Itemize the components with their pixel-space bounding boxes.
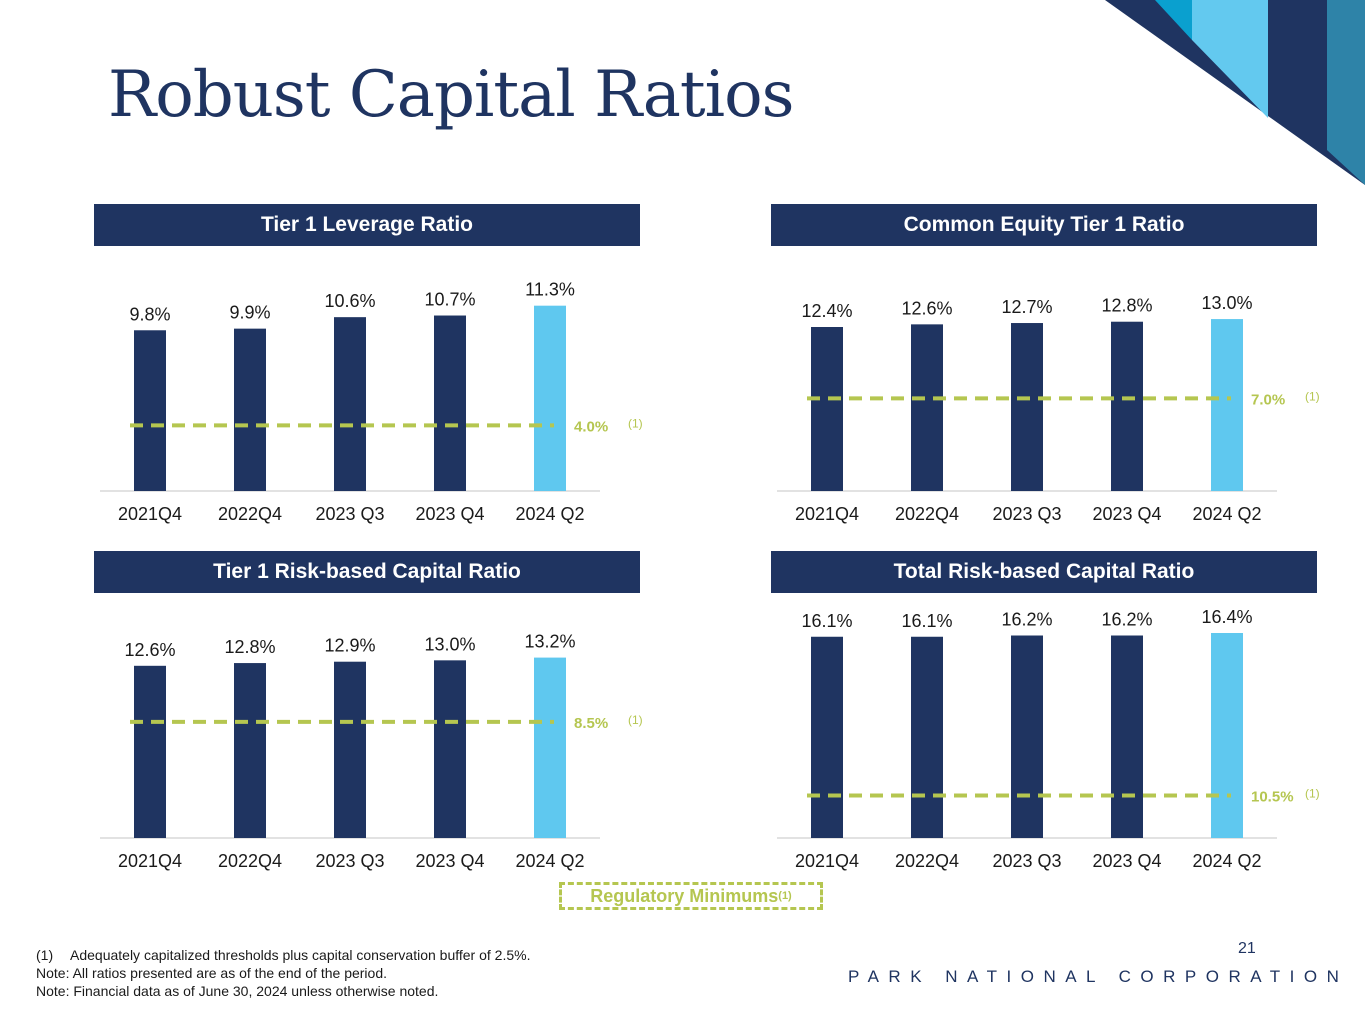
category-label: 2024 Q2 xyxy=(1192,851,1261,871)
value-label: 13.0% xyxy=(1201,293,1252,313)
value-label: 13.0% xyxy=(424,634,475,654)
value-label: 12.7% xyxy=(1001,297,1052,317)
chart-title: Total Risk-based Capital Ratio xyxy=(771,551,1317,593)
company-name: PARK NATIONAL CORPORATION xyxy=(848,967,1349,986)
bar-2022q4 xyxy=(234,663,266,838)
page-title: Robust Capital Ratios xyxy=(108,58,794,132)
bar-2021q4 xyxy=(134,665,166,838)
category-label: 2023 Q3 xyxy=(992,851,1061,871)
category-label: 2021Q4 xyxy=(795,504,859,524)
chart-title: Common Equity Tier 1 Ratio xyxy=(771,204,1317,246)
minimum-note: (1) xyxy=(628,416,643,430)
chart-plot: 16.1% 2021Q4 16.1% 2022Q4 16.2% 2023 Q3 16.2% 2… xyxy=(777,607,1320,871)
legend-note: (1) xyxy=(778,890,792,902)
value-label: 12.6% xyxy=(124,640,175,660)
minimum-value-label: 10.5% xyxy=(1251,789,1294,806)
bar-2023q4 xyxy=(434,660,466,838)
chart-plot: 12.6% 2021Q4 12.8% 2022Q4 12.9% 2023 Q3 13.0% 2… xyxy=(100,632,643,871)
value-label: 12.8% xyxy=(224,637,275,657)
minimum-note: (1) xyxy=(1305,787,1320,801)
value-label: 12.9% xyxy=(324,636,375,656)
bar-2023q4 xyxy=(1111,321,1143,491)
value-label: 12.8% xyxy=(1101,296,1152,316)
category-label: 2023 Q3 xyxy=(315,504,384,524)
category-label: 2022Q4 xyxy=(895,504,959,524)
bar-2023q3 xyxy=(334,661,366,838)
category-label: 2021Q4 xyxy=(118,851,182,871)
regulatory-minimums-legend: Regulatory Minimums (1) xyxy=(559,882,823,910)
value-label: 16.1% xyxy=(901,611,952,631)
bar-2021q4 xyxy=(811,327,843,491)
value-label: 12.4% xyxy=(801,301,852,321)
bar-2021q4 xyxy=(811,636,843,838)
minimum-note: (1) xyxy=(628,713,643,727)
bar-2023q3 xyxy=(1011,323,1043,491)
category-label: 2023 Q3 xyxy=(315,851,384,871)
category-label: 2023 Q4 xyxy=(1092,504,1161,524)
value-label: 16.4% xyxy=(1201,607,1252,627)
bar-2022q4 xyxy=(911,636,943,838)
chart-plot: 12.4% 2021Q4 12.6% 2022Q4 12.7% 2023 Q3 12.8% 2… xyxy=(777,293,1320,524)
bar-2024q2 xyxy=(534,305,566,491)
footnotes: (1) Adequately capitalized thresholds pl… xyxy=(36,946,530,1000)
category-label: 2022Q4 xyxy=(895,851,959,871)
value-label: 10.6% xyxy=(324,291,375,311)
value-label: 16.2% xyxy=(1001,610,1052,630)
category-label: 2023 Q4 xyxy=(415,851,484,871)
category-label: 2021Q4 xyxy=(118,504,182,524)
corner-decoration xyxy=(1105,0,1365,185)
value-label: 13.2% xyxy=(524,632,575,652)
bar-2021q4 xyxy=(134,330,166,491)
value-label: 16.2% xyxy=(1101,610,1152,630)
category-label: 2023 Q3 xyxy=(992,504,1061,524)
minimum-value-label: 7.0% xyxy=(1251,391,1285,408)
chart-title: Tier 1 Leverage Ratio xyxy=(94,204,640,246)
chart-total-risk-based: Total Risk-based Capital Ratio 16.1% 2021… xyxy=(771,551,1320,871)
value-label: 9.9% xyxy=(229,303,270,323)
category-label: 2024 Q2 xyxy=(1192,504,1261,524)
category-label: 2023 Q4 xyxy=(415,504,484,524)
bar-2024q2 xyxy=(1211,633,1243,838)
footnote-mark: (1) xyxy=(36,947,54,963)
category-label: 2023 Q4 xyxy=(1092,851,1161,871)
chart-plot: 9.8% 2021Q4 9.9% 2022Q4 10.6% 2023 Q3 10.7% 202… xyxy=(100,280,643,524)
note-period: Note: All ratios presented are as of the… xyxy=(36,965,387,981)
minimum-value-label: 8.5% xyxy=(574,715,608,732)
bar-2022q4 xyxy=(234,328,266,491)
value-label: 11.3% xyxy=(525,280,575,300)
footnote-1: (1) Adequately capitalized thresholds pl… xyxy=(36,946,530,964)
value-label: 16.1% xyxy=(801,611,852,631)
category-label: 2024 Q2 xyxy=(515,851,584,871)
footnote-text: Adequately capitalized thresholds plus c… xyxy=(70,947,531,963)
bar-2023q3 xyxy=(334,317,366,491)
note-data-date: Note: Financial data as of June 30, 2024… xyxy=(36,983,439,999)
chart-cet1: Common Equity Tier 1 Ratio 12.4% 2021Q4 12… xyxy=(771,204,1320,524)
bar-2022q4 xyxy=(911,324,943,491)
category-label: 2021Q4 xyxy=(795,851,859,871)
category-label: 2022Q4 xyxy=(218,504,282,524)
legend-label: Regulatory Minimums xyxy=(590,885,779,906)
category-label: 2024 Q2 xyxy=(515,504,584,524)
bar-2024q2 xyxy=(534,657,566,838)
value-label: 9.8% xyxy=(129,304,170,324)
minimum-value-label: 4.0% xyxy=(574,418,608,435)
bar-2023q4 xyxy=(1111,635,1143,838)
chart-tier1-leverage: Tier 1 Leverage Ratio 9.8% 2021Q4 9.9% 2022… xyxy=(94,204,643,524)
bar-2024q2 xyxy=(1211,319,1243,491)
chart-tier1-risk-based: Tier 1 Risk-based Capital Ratio 12.6% 202… xyxy=(94,551,643,871)
category-label: 2022Q4 xyxy=(218,851,282,871)
minimum-note: (1) xyxy=(1305,389,1320,403)
value-label: 12.6% xyxy=(901,298,952,318)
bar-2023q3 xyxy=(1011,635,1043,838)
bar-2023q4 xyxy=(434,315,466,491)
value-label: 10.7% xyxy=(424,290,475,310)
chart-title: Tier 1 Risk-based Capital Ratio xyxy=(94,551,640,593)
page-number: 21 xyxy=(1238,940,1256,957)
